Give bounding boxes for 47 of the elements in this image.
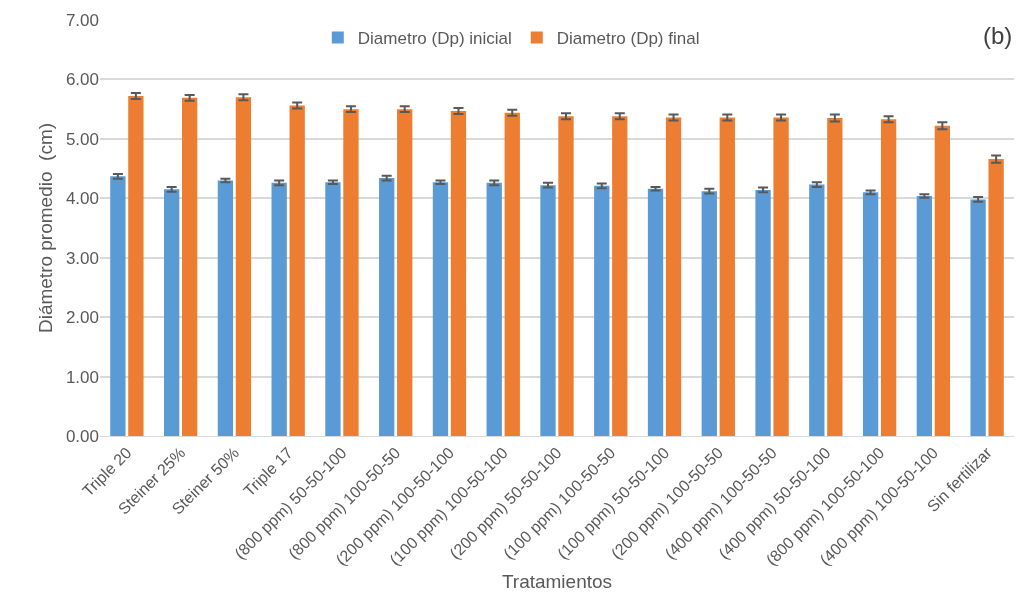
bar xyxy=(289,105,305,436)
bar xyxy=(970,199,986,436)
bar xyxy=(504,112,520,436)
legend-label: Diametro (Dp) inicial xyxy=(357,29,512,49)
bar xyxy=(397,109,413,436)
bar xyxy=(647,188,664,436)
bar xyxy=(163,189,180,436)
y-tick-label: 4.00 xyxy=(65,189,99,209)
bar xyxy=(432,182,449,436)
bar xyxy=(235,97,252,436)
bar xyxy=(862,192,879,436)
bar xyxy=(880,119,897,436)
bar xyxy=(379,178,395,436)
bar xyxy=(773,117,789,436)
bar xyxy=(612,116,628,436)
bar xyxy=(450,110,467,436)
bar xyxy=(343,109,359,436)
bar xyxy=(558,116,574,436)
bar xyxy=(701,191,717,436)
y-tick-label: 2.00 xyxy=(65,308,99,328)
y-tick-label: 3.00 xyxy=(65,248,99,268)
y-tick-label: 7.00 xyxy=(65,10,99,30)
y-tick-label: 0.00 xyxy=(65,426,99,446)
bar xyxy=(182,97,198,436)
y-tick-label: 6.00 xyxy=(65,70,99,90)
bar xyxy=(110,176,126,436)
bar xyxy=(540,185,556,436)
bar xyxy=(217,180,234,436)
bar xyxy=(988,159,1004,436)
bar xyxy=(594,185,610,436)
bar xyxy=(128,96,144,436)
bar xyxy=(271,182,287,436)
y-axis-title: Diámetro promedio (cm) xyxy=(35,122,56,334)
bar xyxy=(827,118,843,436)
bar xyxy=(934,125,951,436)
annotation: (b) xyxy=(983,22,1013,49)
bar xyxy=(809,184,825,436)
legend-label: Diametro (Dp) final xyxy=(556,29,700,49)
x-axis-title: Tratamientos xyxy=(501,570,613,592)
y-tick-label: 5.00 xyxy=(65,129,99,149)
bar xyxy=(719,117,735,436)
bar xyxy=(665,117,682,436)
bar xyxy=(916,195,932,436)
bar xyxy=(755,189,771,436)
bar xyxy=(486,182,502,436)
bar xyxy=(325,182,341,436)
y-tick-label: 1.00 xyxy=(65,367,99,387)
